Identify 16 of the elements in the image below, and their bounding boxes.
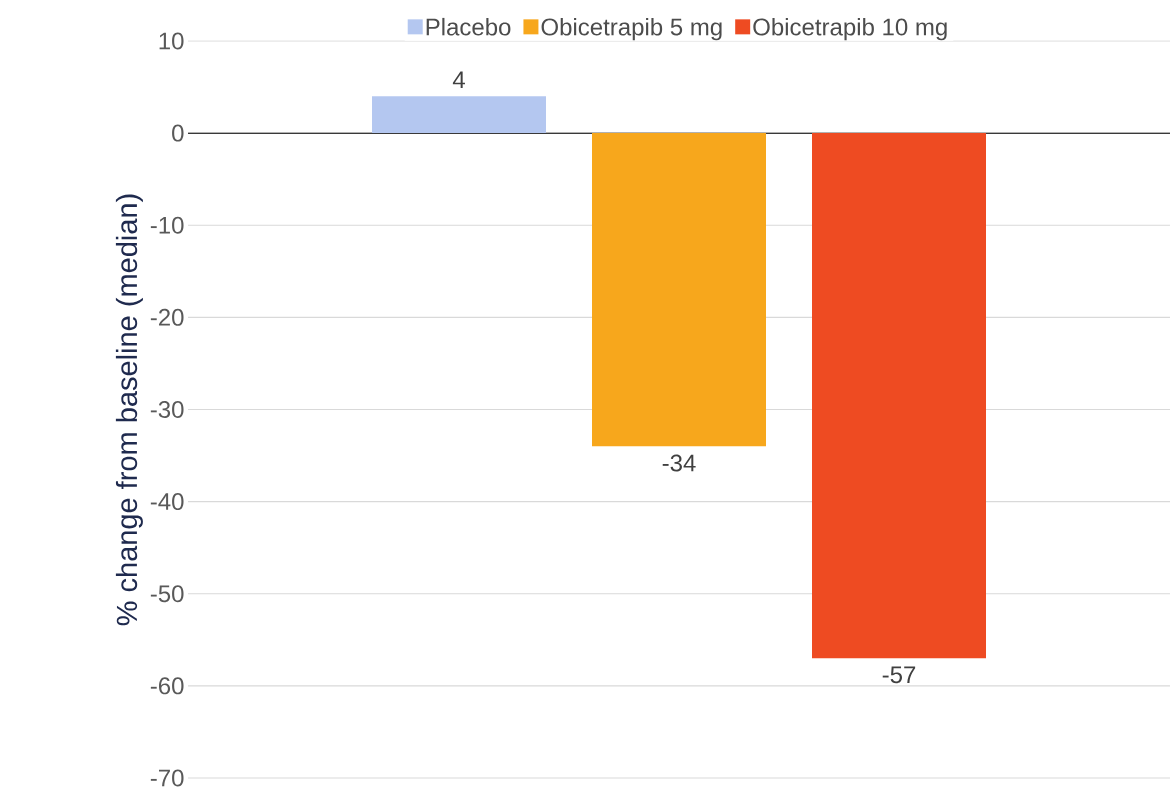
y-tick-label: -60 [150, 677, 184, 695]
y-tick-label: -70 [150, 769, 184, 787]
data-label: -57 [882, 666, 916, 684]
legend-label: Obicetrapib 5 mg [541, 17, 722, 41]
y-tick-label: -20 [150, 308, 184, 326]
y-tick-label: -10 [150, 216, 184, 234]
y-tick-label: 10 [159, 32, 184, 50]
legend-label: Placebo [426, 17, 511, 36]
y-axis-title: % change from baseline (median) [115, 194, 143, 626]
y-tick-label: 0 [172, 124, 184, 142]
legend-label: Obicetrapib 10 mg [753, 17, 947, 41]
y-tick-label: -40 [150, 493, 184, 511]
y-tick-label: -30 [150, 401, 184, 418]
y-tick-label: -50 [150, 585, 184, 603]
data-label: -34 [662, 454, 696, 472]
data-label: 4 [452, 71, 465, 89]
